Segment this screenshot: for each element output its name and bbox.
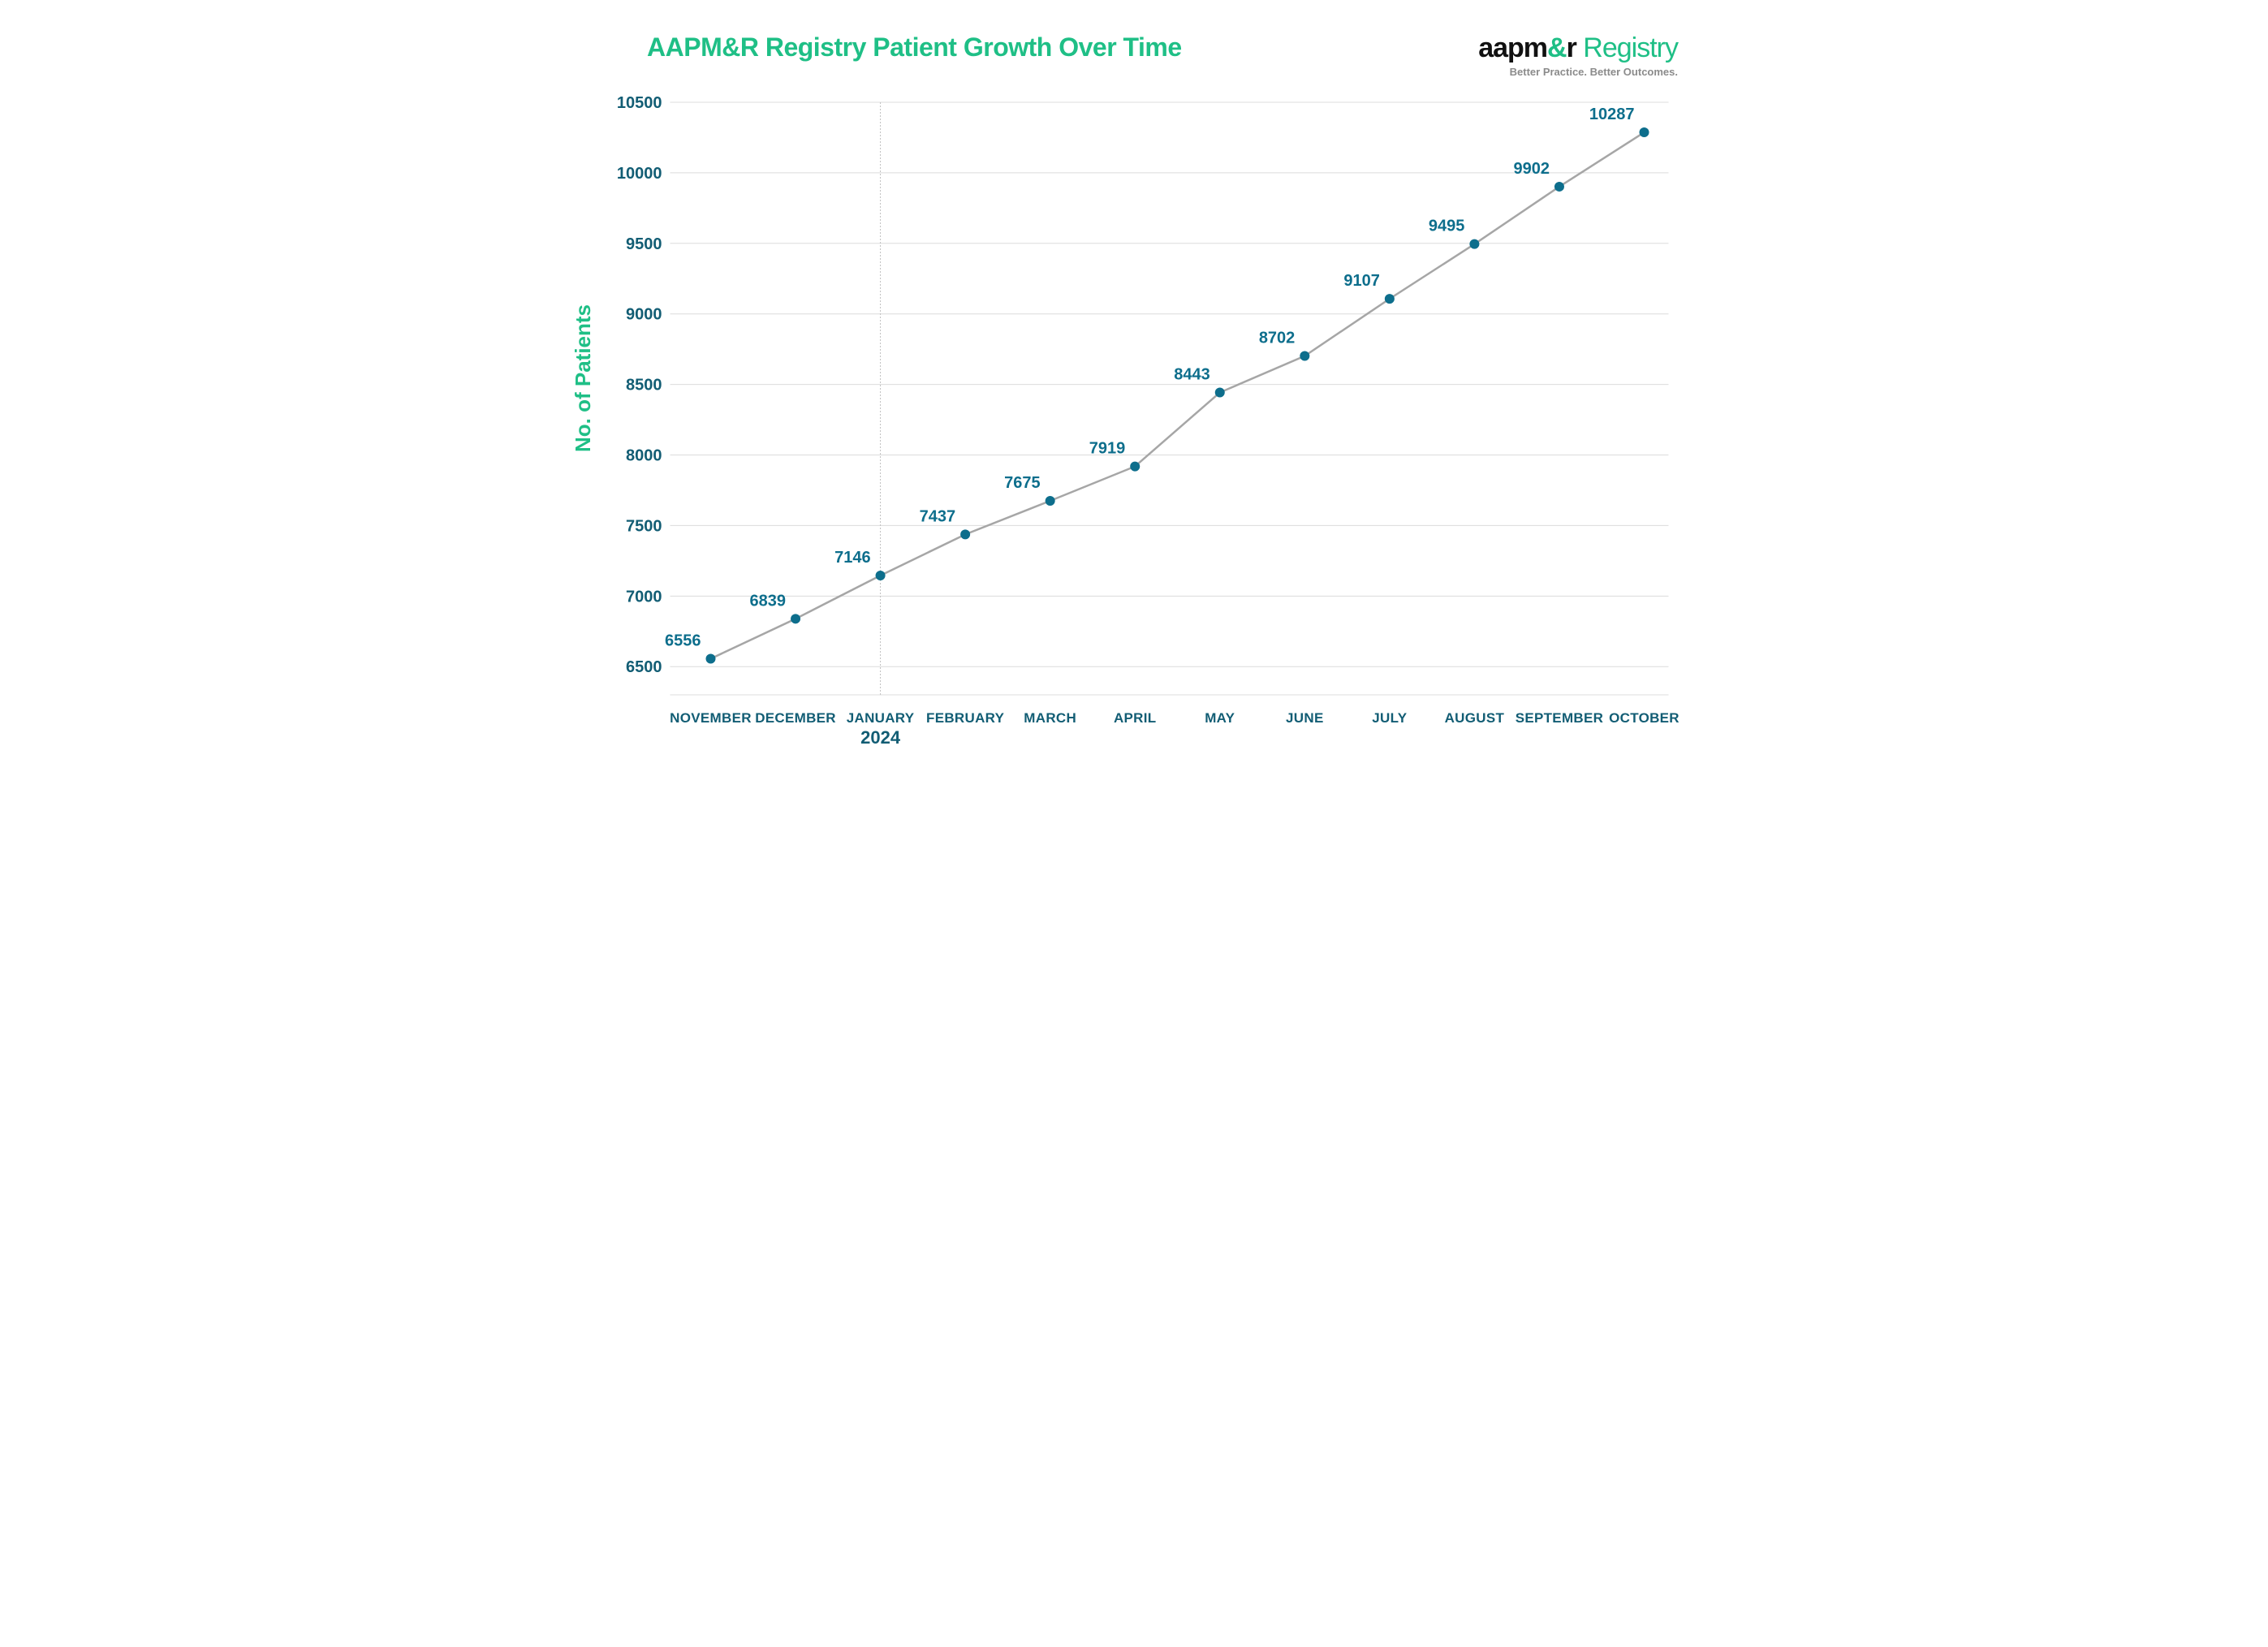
- data-label: 10287: [1589, 106, 1635, 123]
- ytick-label: 9500: [626, 235, 662, 253]
- data-label: 6839: [750, 592, 787, 610]
- data-label: 8702: [1259, 330, 1296, 347]
- data-point: [1640, 127, 1649, 137]
- header: AAPM&R Registry Patient Growth Over Time…: [566, 32, 1702, 78]
- yaxis-title: No. of Patients: [566, 94, 596, 760]
- data-point: [1554, 182, 1564, 192]
- year-label: 2024: [860, 727, 901, 748]
- xtick-label: MARCH: [1024, 710, 1076, 726]
- data-point: [706, 654, 716, 664]
- xtick-label: SEPTEMBER: [1516, 710, 1604, 726]
- xtick-label: DECEMBER: [755, 710, 836, 726]
- ytick-label: 9000: [626, 306, 662, 324]
- logo-aapm: aapm: [1478, 32, 1547, 63]
- chart-svg: 6500 7000 7500 8000 8500 9000 9500 10000 10500 65…: [596, 94, 1702, 760]
- series-line: [711, 132, 1645, 658]
- data-point: [1046, 496, 1055, 506]
- logo-r: r: [1567, 32, 1576, 63]
- xtick-label: APRIL: [1114, 710, 1157, 726]
- data-label: 8443: [1174, 366, 1210, 384]
- xtick-label: OCTOBER: [1609, 710, 1679, 726]
- ytick-label: 7000: [626, 588, 662, 606]
- data-point: [1469, 239, 1479, 249]
- ytick-label: 8000: [626, 447, 662, 465]
- chart-container: AAPM&R Registry Patient Growth Over Time…: [566, 32, 1702, 760]
- logo-registry: Registry: [1583, 32, 1678, 63]
- data-label: 9902: [1513, 160, 1550, 178]
- ytick-label: 10500: [617, 94, 662, 112]
- data-point: [1130, 462, 1140, 472]
- ytick-label: 10000: [617, 165, 662, 183]
- xtick-label: FEBRUARY: [926, 710, 1005, 726]
- plot-area: 6500 7000 7500 8000 8500 9000 9500 10000 10500 65…: [596, 94, 1702, 760]
- data-label: 6556: [665, 632, 701, 650]
- data-label: 7675: [1004, 474, 1041, 492]
- data-point: [1385, 294, 1395, 304]
- data-point: [1215, 388, 1225, 398]
- data-point: [876, 571, 886, 580]
- xtick-label: AUGUST: [1445, 710, 1505, 726]
- chart-wrap: No. of Patients 6500 7000 7500 8000 8500 9000…: [566, 94, 1702, 760]
- xtick-label: JUNE: [1286, 710, 1324, 726]
- data-point: [1300, 351, 1309, 361]
- logo-main: aapm&r Registry: [1478, 32, 1678, 64]
- data-label: 7919: [1089, 440, 1126, 458]
- xtick-label: JULY: [1372, 710, 1407, 726]
- logo-block: aapm&r Registry Better Practice. Better …: [1478, 32, 1678, 78]
- xtick-label: JANUARY: [847, 710, 915, 726]
- ytick-label: 8500: [626, 377, 662, 395]
- data-point: [960, 529, 970, 539]
- ytick-label: 7500: [626, 517, 662, 535]
- data-label: 7146: [834, 549, 871, 567]
- data-label: 9107: [1343, 272, 1380, 290]
- data-label: 7437: [920, 507, 956, 525]
- chart-title: AAPM&R Registry Patient Growth Over Time: [647, 32, 1182, 63]
- logo-ampersand: &: [1547, 32, 1567, 63]
- xtick-label: NOVEMBER: [670, 710, 752, 726]
- logo-tagline: Better Practice. Better Outcomes.: [1478, 66, 1678, 78]
- xtick-label: MAY: [1205, 710, 1235, 726]
- data-label: 9495: [1429, 218, 1465, 235]
- ytick-label: 6500: [626, 658, 662, 676]
- data-point: [791, 614, 800, 623]
